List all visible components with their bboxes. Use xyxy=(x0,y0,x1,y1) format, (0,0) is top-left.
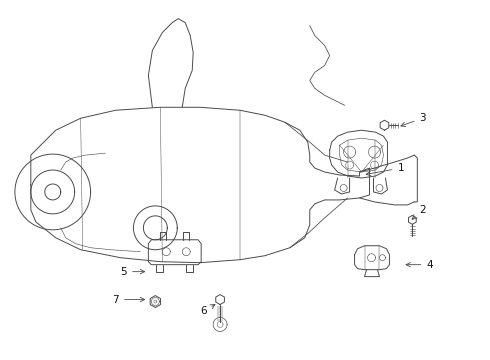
Text: 1: 1 xyxy=(366,163,404,176)
Text: 7: 7 xyxy=(113,294,145,305)
Text: 6: 6 xyxy=(200,305,215,316)
Text: 5: 5 xyxy=(121,267,145,276)
Text: 2: 2 xyxy=(412,205,426,219)
Text: 4: 4 xyxy=(406,260,433,270)
Text: 3: 3 xyxy=(401,113,426,127)
